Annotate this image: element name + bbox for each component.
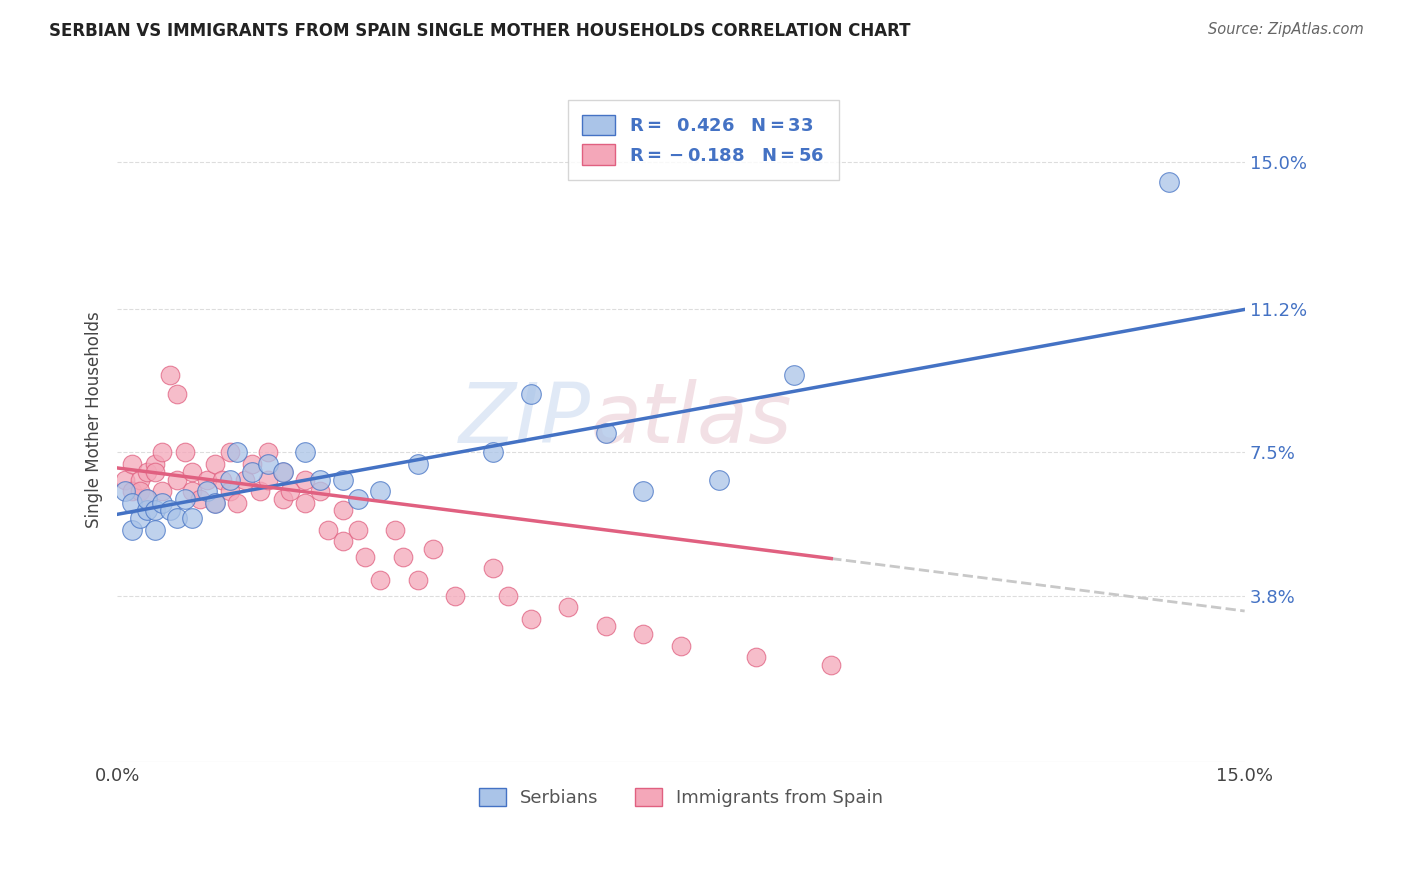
Point: [1159, 175, 1181, 189]
Point: [271, 491, 294, 506]
Point: [820, 658, 842, 673]
Point: [256, 445, 278, 459]
Point: [128, 484, 150, 499]
Point: [150, 445, 173, 459]
Point: [136, 465, 159, 479]
Point: [114, 473, 136, 487]
Point: [595, 426, 617, 441]
Point: [482, 445, 505, 459]
Point: [219, 484, 242, 499]
Point: [316, 523, 339, 537]
Point: [332, 503, 354, 517]
Point: [354, 549, 377, 564]
Point: [181, 484, 204, 499]
Point: [249, 484, 271, 499]
Point: [166, 387, 188, 401]
Point: [166, 511, 188, 525]
Point: [519, 612, 541, 626]
Point: [368, 573, 391, 587]
Point: [219, 473, 242, 487]
Point: [204, 496, 226, 510]
Point: [294, 473, 316, 487]
Point: [346, 523, 368, 537]
Point: [332, 534, 354, 549]
Point: [143, 503, 166, 517]
Point: [406, 573, 429, 587]
Y-axis label: Single Mother Households: Single Mother Households: [86, 311, 103, 528]
Point: [256, 473, 278, 487]
Text: SERBIAN VS IMMIGRANTS FROM SPAIN SINGLE MOTHER HOUSEHOLDS CORRELATION CHART: SERBIAN VS IMMIGRANTS FROM SPAIN SINGLE …: [49, 22, 911, 40]
Point: [173, 445, 195, 459]
Point: [332, 473, 354, 487]
Point: [745, 650, 768, 665]
Point: [121, 457, 143, 471]
Point: [482, 561, 505, 575]
Point: [136, 491, 159, 506]
Point: [136, 491, 159, 506]
Point: [346, 491, 368, 506]
Point: [519, 387, 541, 401]
Point: [309, 473, 332, 487]
Point: [633, 627, 655, 641]
Point: [114, 484, 136, 499]
Point: [181, 511, 204, 525]
Point: [278, 484, 301, 499]
Point: [242, 465, 264, 479]
Legend: Serbians, Immigrants from Spain: Serbians, Immigrants from Spain: [471, 780, 890, 814]
Point: [121, 484, 143, 499]
Point: [143, 457, 166, 471]
Point: [181, 465, 204, 479]
Point: [633, 484, 655, 499]
Point: [150, 484, 173, 499]
Point: [233, 473, 256, 487]
Text: Source: ZipAtlas.com: Source: ZipAtlas.com: [1208, 22, 1364, 37]
Point: [166, 473, 188, 487]
Point: [782, 368, 804, 383]
Point: [707, 473, 730, 487]
Point: [128, 473, 150, 487]
Point: [391, 549, 413, 564]
Text: atlas: atlas: [591, 379, 793, 460]
Text: ZIP: ZIP: [458, 379, 591, 460]
Point: [256, 457, 278, 471]
Point: [159, 503, 181, 517]
Point: [143, 465, 166, 479]
Point: [271, 465, 294, 479]
Point: [406, 457, 429, 471]
Point: [204, 496, 226, 510]
Point: [219, 445, 242, 459]
Point: [242, 457, 264, 471]
Point: [188, 491, 211, 506]
Point: [557, 600, 579, 615]
Point: [422, 542, 444, 557]
Point: [204, 457, 226, 471]
Point: [368, 484, 391, 499]
Point: [197, 484, 219, 499]
Point: [143, 523, 166, 537]
Point: [226, 496, 249, 510]
Point: [150, 496, 173, 510]
Point: [197, 473, 219, 487]
Point: [226, 445, 249, 459]
Point: [496, 589, 519, 603]
Point: [136, 503, 159, 517]
Point: [121, 523, 143, 537]
Point: [173, 491, 195, 506]
Point: [669, 639, 692, 653]
Point: [128, 511, 150, 525]
Point: [294, 496, 316, 510]
Point: [595, 619, 617, 633]
Point: [294, 445, 316, 459]
Point: [271, 465, 294, 479]
Point: [384, 523, 406, 537]
Point: [309, 484, 332, 499]
Point: [211, 473, 233, 487]
Point: [121, 496, 143, 510]
Point: [444, 589, 467, 603]
Point: [159, 368, 181, 383]
